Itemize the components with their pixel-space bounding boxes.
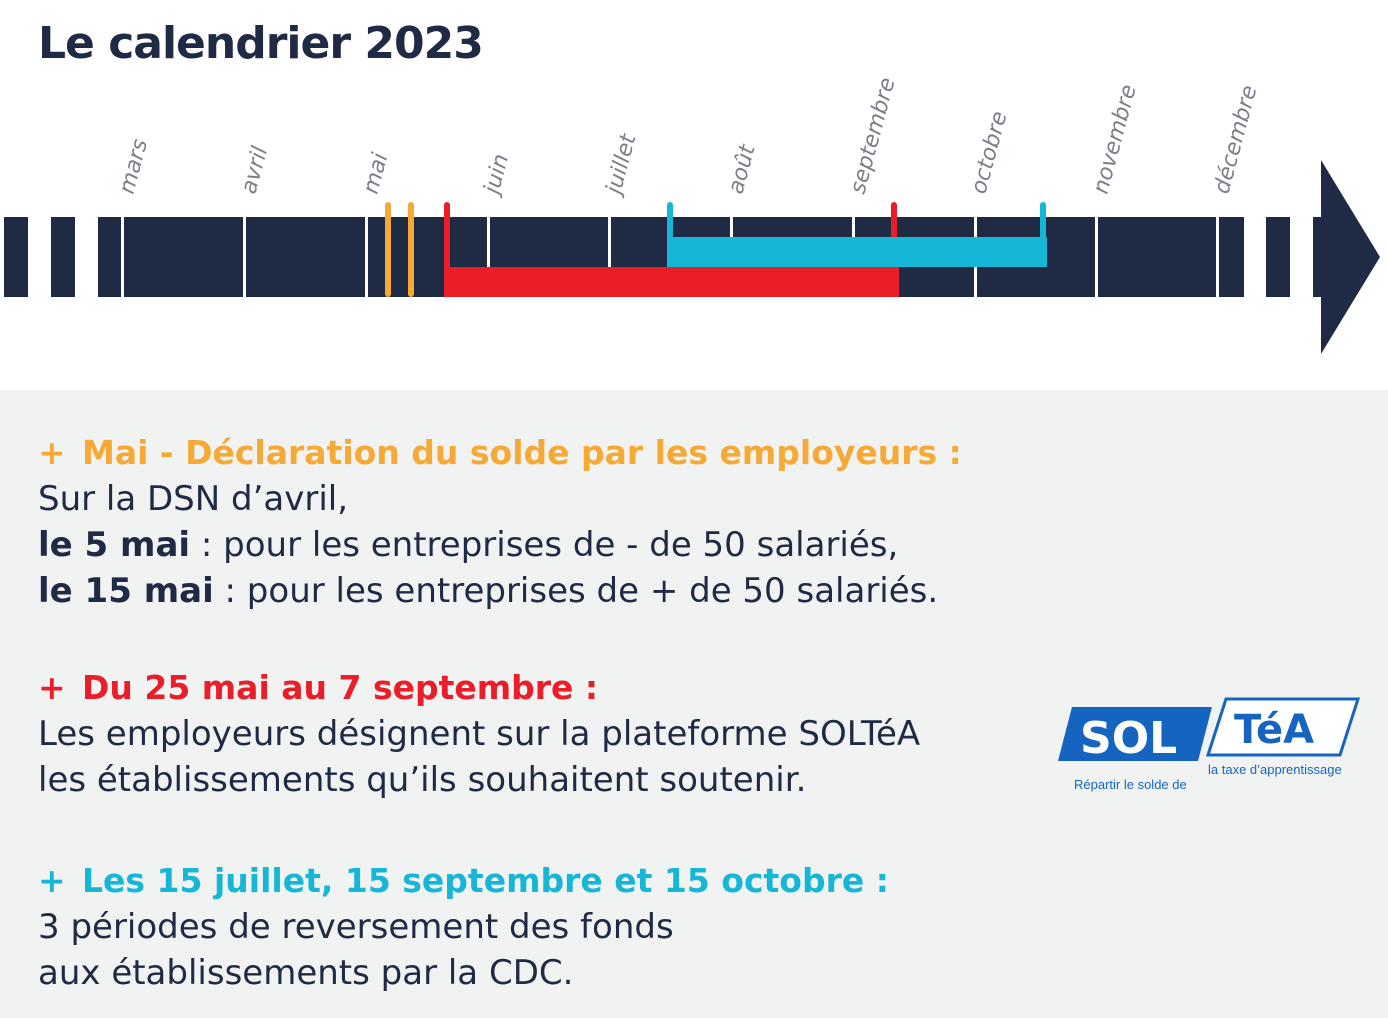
section-line: Les employeurs désignent sur la platefor… [38,714,921,754]
month-divider [1216,217,1219,297]
info-panel: + Mai - Déclaration du solde par les empl… [0,390,1388,1018]
logo-right-text: TéA [1234,707,1314,753]
plus-icon: + [38,668,66,707]
cyan-range-start [667,202,673,242]
month-label: juin [479,151,514,199]
month-label: novembre [1089,82,1142,197]
section-heading: + Les 15 juillet, 15 septembre et 15 octo… [38,858,889,904]
marker-5-mai [385,202,391,297]
timeline: mars avril mai juin juillet août septemb… [4,75,1380,354]
section-line: aux établissements par la CDC. [38,953,574,993]
cyan-range-bar [667,237,1047,267]
logo-caption-left: Répartir le solde de [1074,777,1187,792]
section-heading: + Du 25 mai au 7 septembre : [38,665,920,711]
red-range-start [444,202,450,297]
month-label: mars [115,137,153,197]
bold-date: le 5 mai [38,525,191,565]
heading-text: Les 15 juillet, 15 septembre et 15 octob… [82,861,889,900]
section-line: 3 périodes de reversement des fonds [38,907,674,947]
section-line: Sur la DSN d’avril, [38,479,349,519]
month-label: mai [359,150,394,196]
month-label: septembre [846,75,901,197]
month-label: août [724,141,761,197]
month-label: juillet [601,130,642,199]
section-designation: + Du 25 mai au 7 septembre : Les employeu… [38,665,920,803]
cyan-range-end [1040,202,1046,242]
section-mai: + Mai - Déclaration du solde par les empl… [38,430,962,614]
month-divider [608,217,611,297]
month-divider [121,217,124,297]
month-label: avril [237,144,274,197]
heading-text: Mai - Déclaration du solde par les emplo… [82,433,962,472]
timeline-arrow [1321,160,1380,354]
section-heading: + Mai - Déclaration du solde par les empl… [38,430,962,476]
page-title: Le calendrier 2023 [38,18,484,69]
heading-text: Du 25 mai au 7 septembre : [82,668,599,707]
month-label: octobre [967,109,1013,197]
section-line: le 5 mai : pour les entreprises de - de … [38,522,962,568]
section-reversement: + Les 15 juillet, 15 septembre et 15 octo… [38,858,889,996]
marker-15-mai [408,202,414,297]
section-line: le 15 mai : pour les entreprises de + de… [38,568,962,614]
month-labels: mars avril mai juin juillet août septemb… [115,75,1263,199]
month-label: décembre [1210,83,1263,197]
plus-icon: + [38,861,66,900]
section-line: les établissements qu’ils souhaitent sou… [38,760,807,800]
month-divider [365,217,368,297]
soltea-logo: SOL TéA Répartir le solde de la taxe d’a… [1058,697,1360,792]
month-divider [243,217,246,297]
timeline-dash [51,217,75,297]
logo-left-text: SOL [1080,713,1177,764]
plus-icon: + [38,433,66,472]
line-text: : pour les entreprises de + de 50 salari… [213,571,939,611]
month-divider [1095,217,1098,297]
month-divider [487,217,490,297]
bold-date: le 15 mai [38,571,214,611]
line-text: : pour les entreprises de - de 50 salari… [190,525,899,565]
logo-right-shape [1205,697,1360,757]
logo-left-shape [1058,707,1212,761]
red-range-bar [444,267,899,297]
red-range-end [891,202,897,242]
timeline-dash [4,217,28,297]
timeline-dash [1266,217,1290,297]
logo-caption-right: la taxe d’apprentissage [1208,762,1342,777]
